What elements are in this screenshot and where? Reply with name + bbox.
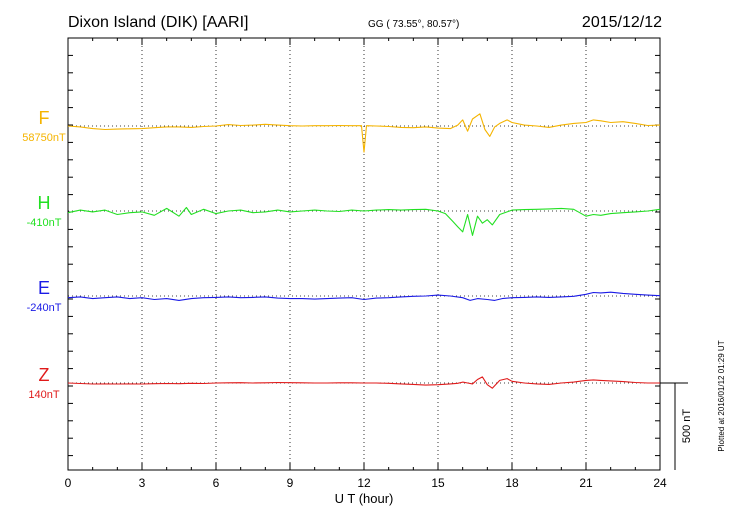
x-tick-label: 0 xyxy=(65,476,72,490)
baseline-value-z: 140nT xyxy=(28,389,59,401)
label-z: Z xyxy=(39,365,50,385)
x-tick-label: 12 xyxy=(357,476,371,490)
x-axis-ticks xyxy=(67,38,661,470)
x-tick-label: 21 xyxy=(579,476,593,490)
x-tick-label: 3 xyxy=(139,476,146,490)
trace-f xyxy=(67,113,661,153)
x-tick-label: 18 xyxy=(505,476,519,490)
component-traces xyxy=(67,113,661,389)
baseline-value-h: -410nT xyxy=(27,217,62,229)
x-tick-label: 9 xyxy=(287,476,294,490)
baseline-value-f: 58750nT xyxy=(22,132,66,144)
scale-bar: 500 nT xyxy=(660,382,693,470)
component-labels: F 58750nT H -410nT E -240nT Z 140nT xyxy=(22,108,66,401)
trace-h xyxy=(67,206,661,236)
label-e: E xyxy=(38,278,50,298)
label-f: F xyxy=(39,108,50,128)
coordinates-label: GG ( 73.55°, 80.57°) xyxy=(368,19,459,30)
vertical-grid xyxy=(141,38,587,470)
station-title: Dixon Island (DIK) [AARI] xyxy=(68,14,249,31)
baseline-value-e: -240nT xyxy=(27,302,62,314)
plotted-timestamp: Plotted at 2016/01/12 01:29 UT xyxy=(717,340,726,451)
x-tick-label: 6 xyxy=(213,476,220,490)
x-tick-label: 15 xyxy=(431,476,445,490)
x-axis-title: U T (hour) xyxy=(335,491,394,506)
scale-bar-label: 500 nT xyxy=(681,409,693,444)
trace-z xyxy=(67,376,660,389)
x-axis-tick-labels: 0 3 6 9 12 15 18 21 24 xyxy=(65,476,667,490)
date-label: 2015/12/12 xyxy=(582,14,662,31)
trace-e xyxy=(67,291,661,301)
x-tick-label: 24 xyxy=(653,476,667,490)
label-h: H xyxy=(38,193,51,213)
y-axis-ticks xyxy=(68,37,660,457)
